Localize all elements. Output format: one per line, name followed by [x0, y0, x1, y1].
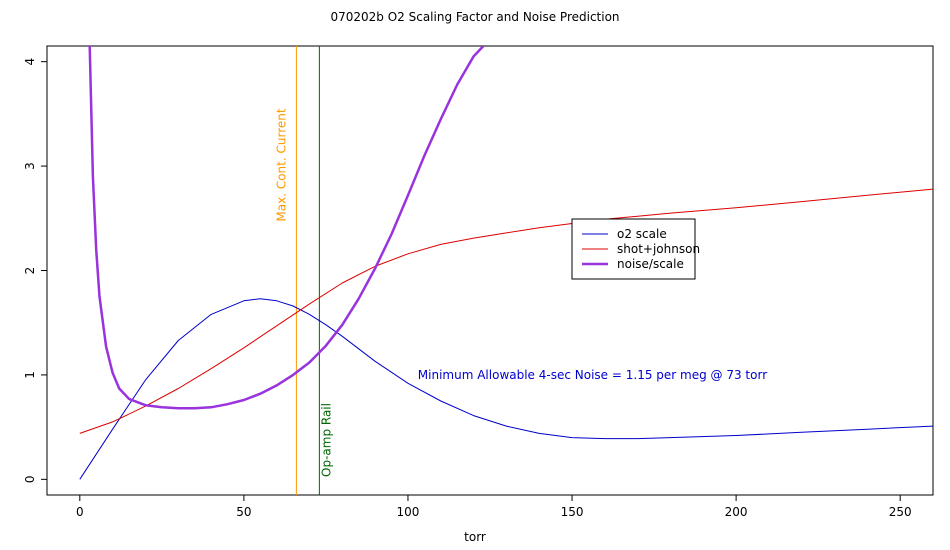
y-tick-label: 2: [23, 267, 37, 275]
legend: o2 scale shot+johnson noise/scale: [571, 218, 700, 280]
minimum-noise-annotation: Minimum Allowable 4-sec Noise = 1.15 per…: [418, 368, 767, 382]
x-tick-label: 50: [236, 505, 251, 519]
legend-label-shot-johnson: shot+johnson: [617, 242, 700, 256]
vline-label-max-cont-current: Max. Cont. Current: [274, 108, 288, 221]
plot-area: Max. Cont. Current Op-amp Rail: [46, 45, 934, 496]
series-lines: [79, 46, 933, 480]
x-tick-label: 200: [725, 505, 748, 519]
y-tick-label: 0: [23, 476, 37, 484]
legend-label-noise-scale: noise/scale: [617, 257, 684, 271]
y-axis: 0 1 2 3 4: [23, 58, 47, 483]
series-line-noise-scale: [88, 46, 485, 410]
vertical-markers: Max. Cont. Current Op-amp Rail: [274, 46, 333, 495]
x-tick-label: 150: [561, 505, 584, 519]
vline-label-op-amp-rail: Op-amp Rail: [319, 403, 333, 477]
chart-title: 070202b O2 Scaling Factor and Noise Pred…: [330, 10, 619, 24]
x-tick-label: 0: [76, 505, 84, 519]
plot-frame: [46, 45, 934, 496]
y-tick-label: 4: [23, 58, 37, 66]
y-tick-label: 1: [23, 371, 37, 379]
series-line-shot-johnson: [79, 188, 933, 434]
x-axis: 0 50 100 150 200 250: [76, 495, 912, 519]
x-tick-label: 100: [397, 505, 420, 519]
y-tick-label: 3: [23, 162, 37, 170]
series-line-o2-scale: [79, 298, 933, 480]
legend-label-o2-scale: o2 scale: [617, 227, 667, 241]
x-tick-label: 250: [889, 505, 912, 519]
x-axis-label: torr: [464, 530, 486, 544]
